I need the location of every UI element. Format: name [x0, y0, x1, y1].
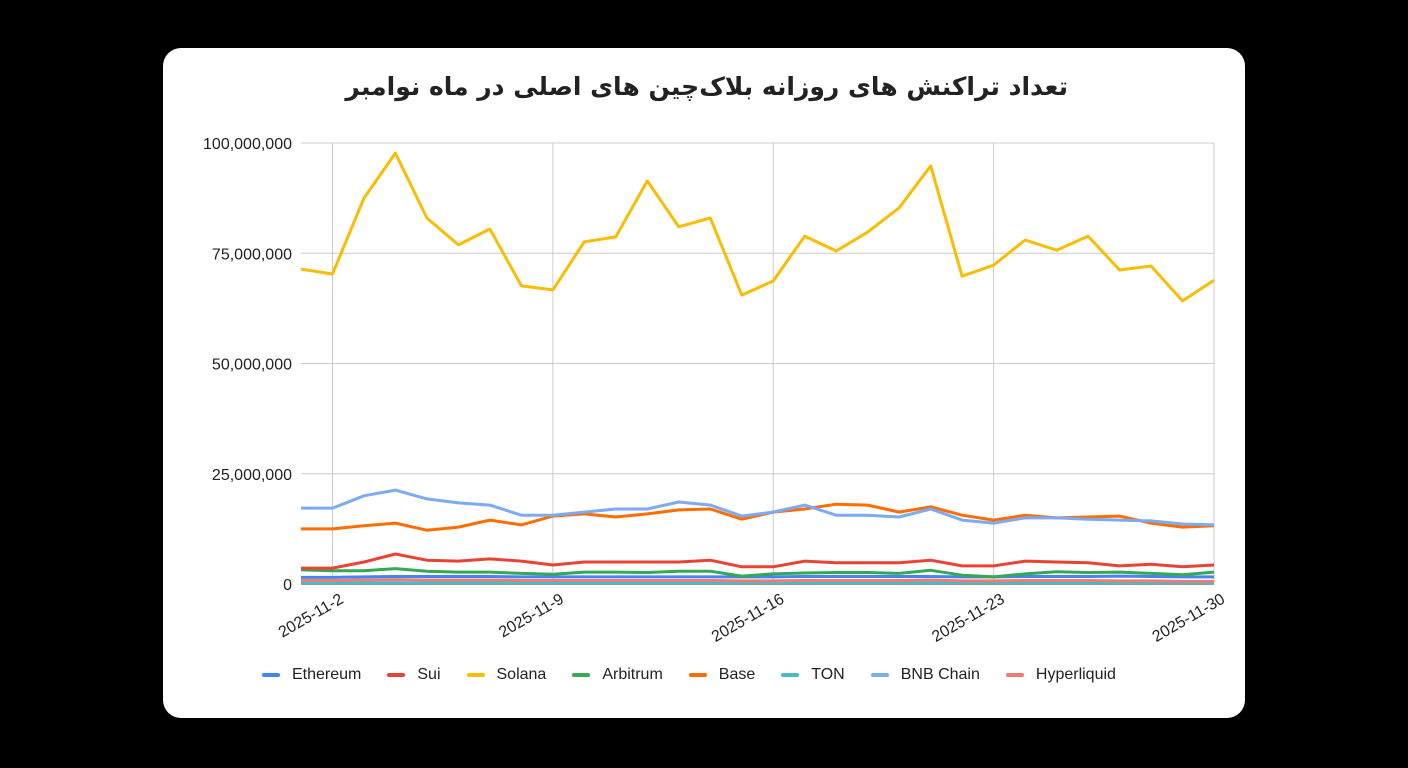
series-line-hyperliquid — [301, 578, 1214, 583]
legend-label: BNB Chain — [900, 666, 980, 683]
chart-legend: Ethereum Sui Solana Arbitrum Base TON BNB Chai… — [262, 666, 1142, 684]
legend-label: Sui — [417, 666, 441, 683]
legend-label: Arbitrum — [602, 666, 663, 683]
x-tick-label: 2025-11-23 — [929, 591, 1007, 646]
y-tick-label: 100,000,000 — [203, 136, 292, 153]
legend-item: BNB Chain — [870, 666, 980, 684]
x-tick-label: 2025-11-16 — [709, 591, 787, 646]
series-line-solana — [300, 151, 1215, 303]
x-tick-label: 2025-11-2 — [276, 591, 347, 642]
legend-label: Ethereum — [292, 666, 362, 683]
legend-item: Sui — [387, 666, 441, 684]
legend-item: Hyperliquid — [1005, 666, 1116, 684]
legend-swatch — [262, 673, 280, 677]
legend-item: Ethereum — [262, 666, 361, 684]
legend-item: Base — [688, 666, 756, 684]
series-line-arbitrum — [300, 567, 1215, 579]
legend-swatch — [781, 673, 800, 677]
x-tick-label: 2025-11-30 — [1150, 591, 1228, 646]
legend-label: Solana — [496, 666, 547, 683]
legend-item: Arbitrum — [572, 666, 663, 684]
legend-swatch — [466, 673, 485, 677]
legend-swatch — [572, 673, 591, 677]
legend-item: TON — [781, 666, 845, 684]
legend-swatch — [387, 673, 406, 677]
y-tick-label: 50,000,000 — [212, 357, 292, 374]
series-line-bnb-chain — [301, 488, 1215, 527]
series-line-ethereum — [301, 574, 1214, 579]
legend-swatch — [870, 673, 889, 677]
y-tick-label: 25,000,000 — [212, 467, 292, 484]
legend-swatch — [688, 673, 707, 677]
chart-card — [163, 48, 1245, 718]
legend-label: Hyperliquid — [1035, 666, 1116, 683]
series-line-sui — [301, 552, 1215, 570]
legend-label: TON — [811, 666, 845, 683]
chart-title: تعداد تراکنش های روزانه بلاک‌چین های اصل… — [345, 72, 1068, 101]
series-line-base — [301, 502, 1215, 532]
y-tick-label: 0 — [283, 577, 292, 594]
legend-item: Solana — [466, 666, 547, 684]
legend-swatch — [1005, 673, 1024, 677]
y-tick-label: 75,000,000 — [212, 246, 292, 263]
legend-label: Base — [718, 666, 756, 683]
x-tick-label: 2025-11-9 — [496, 591, 567, 642]
